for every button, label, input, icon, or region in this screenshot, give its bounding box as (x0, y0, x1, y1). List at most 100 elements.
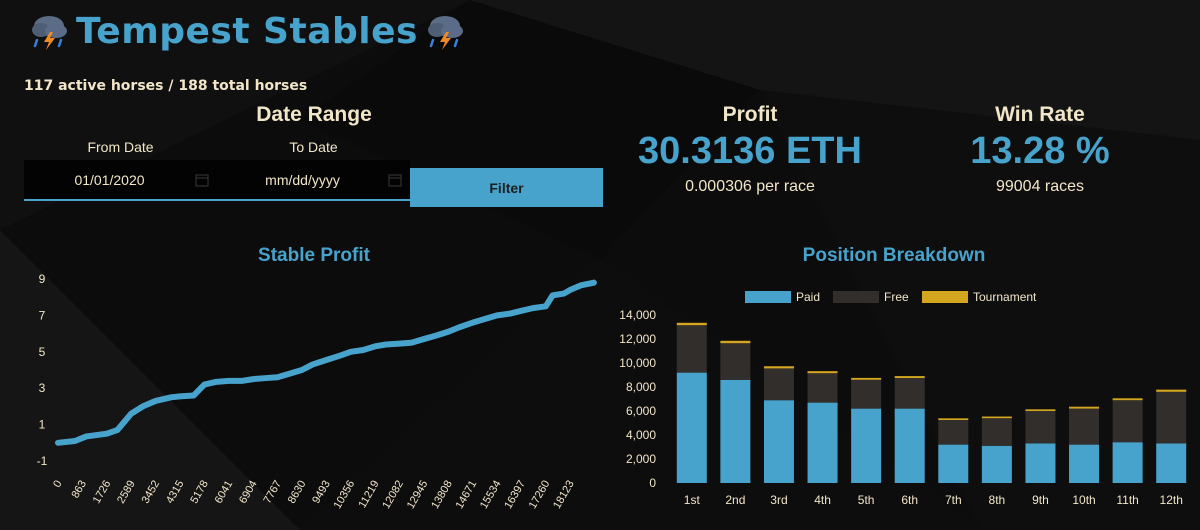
app-title: Tempest Stables (76, 10, 418, 52)
bar-free-11th[interactable] (1112, 400, 1143, 443)
bar-tournament-7th[interactable] (938, 418, 969, 420)
horse-count: 117 active horses / 188 total horses (24, 78, 308, 94)
x-tick-label: 863 (69, 479, 89, 501)
bar-paid-2nd[interactable] (720, 379, 751, 483)
x-tick-label: 9493 (310, 479, 333, 506)
x-tick-label: 6041 (213, 479, 236, 506)
x-tick-label: 12945 (405, 479, 431, 511)
bar-tournament-10th[interactable] (1069, 406, 1100, 409)
bar-free-10th[interactable] (1069, 408, 1100, 445)
profit-per-race: 0.000306 per race (685, 178, 815, 195)
bar-tournament-2nd[interactable] (720, 340, 751, 344)
x-tick-label: 5178 (188, 479, 211, 506)
legend-label-paid[interactable]: Paid (796, 290, 820, 304)
bar-tournament-9th[interactable] (1025, 409, 1056, 411)
bar-free-1st[interactable] (676, 325, 707, 373)
calendar-icon[interactable] (195, 173, 209, 187)
y-tick-label: 1 (39, 418, 46, 432)
y-tick-label: 6,000 (626, 404, 656, 418)
bar-tournament-6th[interactable] (894, 376, 925, 378)
bar-paid-1st[interactable] (676, 372, 707, 483)
profit-value: 30.3136 ETH (638, 130, 862, 172)
to-date-placeholder: mm/dd/yyyy (265, 171, 340, 188)
bar-tournament-8th[interactable] (981, 416, 1012, 419)
bar-free-9th[interactable] (1025, 411, 1056, 444)
profit-title: Profit (722, 103, 778, 126)
bar-tournament-4th[interactable] (807, 371, 838, 374)
x-category-label: 8th (989, 493, 1006, 507)
legend-label-tournament[interactable]: Tournament (973, 290, 1037, 304)
legend-swatch-free[interactable] (833, 291, 879, 303)
bar-paid-3rd[interactable] (763, 400, 794, 483)
bar-free-7th[interactable] (938, 420, 969, 445)
legend-swatch-paid[interactable] (745, 291, 791, 303)
bar-paid-10th[interactable] (1069, 444, 1100, 483)
bar-paid-5th[interactable] (851, 408, 882, 483)
bar-tournament-5th[interactable] (851, 377, 882, 380)
bar-paid-8th[interactable] (981, 445, 1012, 483)
bar-tournament-1st[interactable] (676, 322, 707, 326)
stable-profit-title: Stable Profit (258, 245, 370, 266)
bar-free-3rd[interactable] (763, 368, 794, 401)
x-category-label: 5th (858, 493, 875, 507)
x-tick-label: 8630 (286, 479, 309, 506)
bar-paid-12th[interactable] (1156, 443, 1187, 483)
x-tick-label: 7767 (261, 479, 284, 506)
x-tick-label: 17260 (527, 479, 553, 511)
y-tick-label: 3 (39, 381, 46, 395)
bar-tournament-12th[interactable] (1156, 389, 1187, 392)
x-tick-label: 11219 (356, 479, 381, 511)
x-tick-label: 0 (51, 479, 64, 490)
y-tick-label: -1 (37, 454, 48, 468)
bar-free-12th[interactable] (1156, 391, 1187, 444)
y-tick-label: 4,000 (626, 428, 656, 442)
to-date-input[interactable]: mm/dd/yyyy (217, 160, 410, 201)
bar-paid-4th[interactable] (807, 402, 838, 483)
bar-free-5th[interactable] (851, 379, 882, 409)
y-tick-label: 12,000 (619, 332, 656, 346)
bar-paid-6th[interactable] (894, 408, 925, 483)
x-tick-label: 15534 (478, 479, 504, 511)
x-tick-label: 3452 (140, 479, 163, 506)
x-tick-label: 18123 (551, 479, 577, 511)
race-count: 99004 races (995, 178, 1085, 195)
y-tick-label: 10,000 (619, 356, 656, 370)
x-tick-label: 16397 (502, 479, 528, 511)
y-tick-label: 5 (39, 345, 46, 359)
bar-paid-11th[interactable] (1112, 442, 1143, 483)
from-date-input[interactable]: 01/01/2020 (24, 160, 217, 201)
legend-label-free[interactable]: Free (884, 290, 909, 304)
x-tick-label: 2589 (115, 479, 138, 506)
x-category-label: 2nd (725, 493, 745, 507)
bar-free-4th[interactable] (807, 373, 838, 403)
y-tick-label: 0 (649, 476, 656, 490)
profit-series-line[interactable] (55, 279, 597, 446)
position-breakdown-chart[interactable]: Paid Free Tournament 0 2,000 4,000 6,000 8,000 1… (600, 280, 1200, 530)
x-tick-label: 13808 (429, 479, 455, 511)
filter-button[interactable]: Filter (410, 168, 603, 207)
stable-profit-chart[interactable]: -1 1 3 5 7 9 0 863 1726 2589 3452 4315 5178 6041 6904 7… (20, 265, 610, 530)
bar-paid-7th[interactable] (938, 444, 969, 483)
legend-swatch-tournament[interactable] (922, 291, 968, 303)
bar-free-8th[interactable] (981, 418, 1012, 446)
from-date-value: 01/01/2020 (74, 171, 145, 188)
from-date-label: From Date (87, 139, 154, 155)
x-tick-label: 10356 (332, 479, 358, 511)
y-tick-label: 9 (39, 272, 46, 286)
x-category-label: 4th (814, 493, 831, 507)
bar-free-2nd[interactable] (720, 343, 751, 380)
to-date-label: To Date (289, 139, 338, 155)
bar-tournament-3rd[interactable] (763, 366, 794, 369)
x-tick-label: 12082 (380, 479, 406, 511)
x-category-label: 3rd (770, 493, 787, 507)
win-rate-title: Win Rate (995, 103, 1085, 126)
x-tick-label: 1726 (91, 479, 114, 506)
bar-free-6th[interactable] (894, 378, 925, 409)
bar-tournament-11th[interactable] (1112, 398, 1143, 401)
x-tick-label: 6904 (237, 479, 260, 506)
calendar-icon[interactable] (388, 173, 402, 187)
x-category-label: 9th (1032, 493, 1049, 507)
y-tick-label: 7 (39, 308, 46, 322)
x-category-label: 6th (901, 493, 918, 507)
bar-paid-9th[interactable] (1025, 443, 1056, 483)
